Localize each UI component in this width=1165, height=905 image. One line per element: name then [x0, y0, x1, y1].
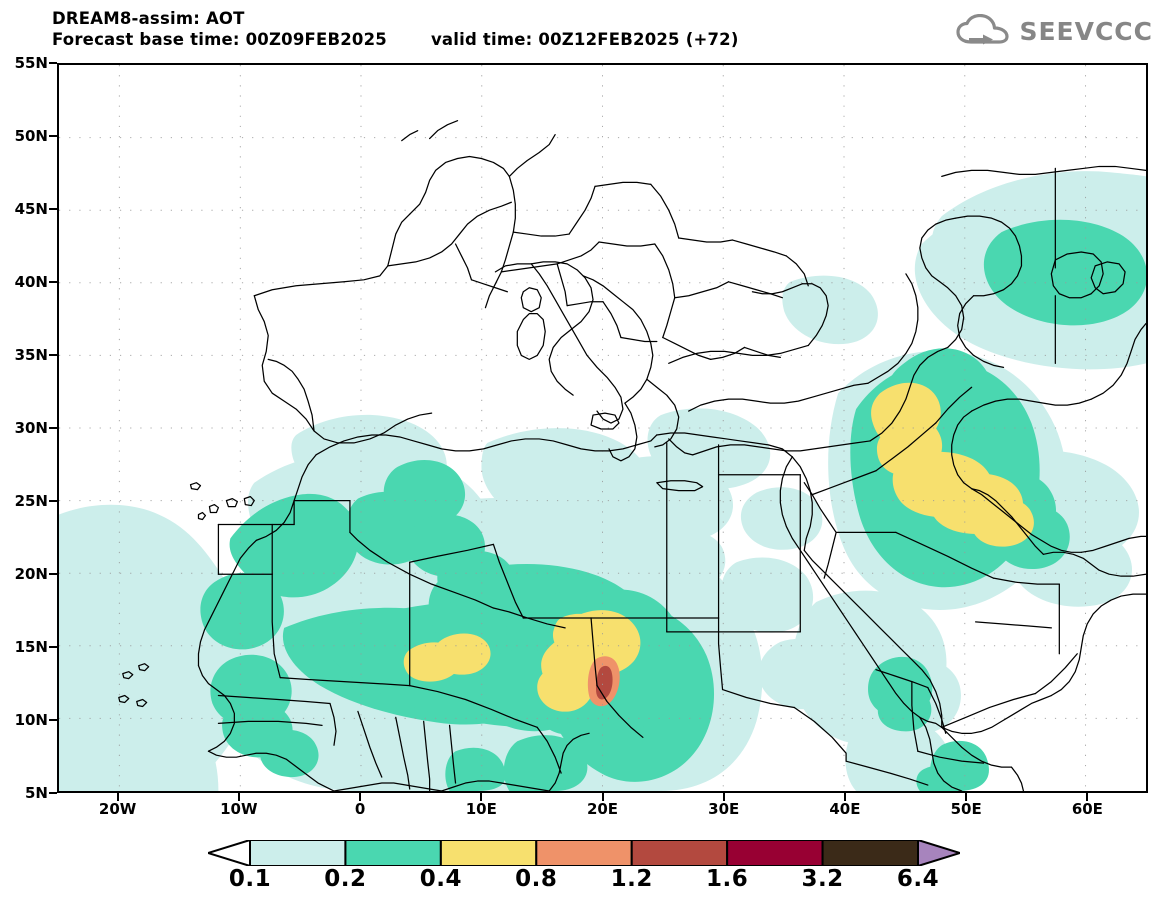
latitude-tick-mark [49, 719, 57, 721]
cloud-arrow-icon [956, 14, 1010, 45]
latitude-tick-mark [49, 62, 57, 64]
latitude-tick-label: 35N [14, 346, 48, 364]
colorbar-under-cap [208, 840, 251, 866]
longitude-tick-label: 40E [829, 800, 861, 818]
colorbar-segment [821, 840, 919, 866]
base-time-value: 00Z09FEB2025 [245, 30, 387, 49]
latitude-tick-label: 45N [14, 200, 48, 218]
aot-colorbar [208, 840, 960, 866]
seevccc-logo: SEEVCCC [955, 14, 1153, 48]
colorbar-tick-label: 1.2 [610, 866, 653, 892]
longitude-tick-label: 20W [98, 800, 137, 818]
latitude-tick-mark [49, 573, 57, 575]
forecast-time-line: Forecast base time: 00Z09FEB2025 valid ti… [52, 30, 739, 49]
latitude-tick-mark [49, 427, 57, 429]
model-title: DREAM8-assim: AOT [52, 9, 245, 28]
longitude-tick-label: 20E [586, 800, 619, 818]
valid-time-label: valid time: [430, 30, 533, 49]
colorbar-segment [726, 840, 824, 866]
longitude-tick-mark [480, 793, 483, 801]
colorbar-segment [344, 840, 442, 866]
longitude-tick-label: 50E [950, 800, 982, 818]
colorbar-segment [249, 840, 347, 866]
latitude-tick-label: 30N [14, 419, 48, 437]
colorbar-tick-label: 0.8 [515, 866, 558, 892]
latitude-tick-mark [49, 208, 57, 210]
colorbar-segment [630, 840, 729, 866]
latitude-tick-mark [49, 500, 57, 502]
longitude-tick-mark [116, 793, 119, 801]
colorbar-tick-label: 0.1 [228, 866, 272, 892]
logo-text: SEEVCCC [1019, 16, 1153, 46]
colorbar-tick-label: 0.4 [419, 866, 462, 892]
longitude-tick-mark [965, 793, 968, 801]
latitude-tick-label: 50N [14, 127, 48, 145]
colorbar-tick-label: 6.4 [896, 866, 940, 892]
dust-forecast-map [59, 65, 1146, 791]
latitude-tick-mark [49, 792, 57, 794]
longitude-tick-mark [843, 793, 846, 801]
latitude-tick-label: 40N [14, 273, 48, 291]
longitude-tick-label: 10W [220, 800, 258, 818]
longitude-tick-mark [359, 793, 362, 801]
lead-time-value: (+72) [685, 30, 739, 49]
colorbar-swatches [208, 840, 960, 866]
latitude-tick-mark [49, 135, 57, 137]
coastlines-and-borders [118, 120, 1146, 791]
colorbar-tick-label: 0.2 [324, 866, 367, 892]
latitude-tick-label: 15N [14, 638, 48, 656]
longitude-tick-label: 60E [1071, 800, 1103, 818]
valid-time-value: 00Z12FEB2025 [538, 30, 680, 49]
latitude-tick-label: 55N [14, 54, 48, 72]
longitude-tick-label: 0 [354, 800, 366, 818]
latitude-tick-mark [49, 281, 57, 283]
longitude-tick-label: 10E [465, 800, 497, 818]
latitude-tick-label: 25N [14, 492, 48, 510]
colorbar-over-cap [917, 840, 960, 866]
latitude-tick-label: 10N [14, 711, 48, 729]
aot-band-0.4 [403, 382, 1034, 712]
map-plot-area [57, 63, 1148, 793]
colorbar-segment [439, 840, 538, 866]
latitude-tick-label: 5N [25, 784, 48, 802]
longitude-tick-mark [601, 793, 604, 801]
base-time-label: Forecast base time: [52, 30, 240, 49]
colorbar-segment [535, 840, 633, 866]
longitude-tick-mark [237, 793, 240, 801]
colorbar-tick-label: 1.6 [706, 866, 749, 892]
latitude-tick-label: 20N [14, 565, 48, 583]
longitude-tick-mark [1086, 793, 1089, 801]
latitude-tick-mark [49, 646, 57, 648]
longitude-tick-mark [722, 793, 725, 801]
latitude-tick-mark [49, 354, 57, 356]
colorbar-tick-label: 3.2 [801, 866, 844, 892]
longitude-tick-label: 30E [708, 800, 740, 818]
